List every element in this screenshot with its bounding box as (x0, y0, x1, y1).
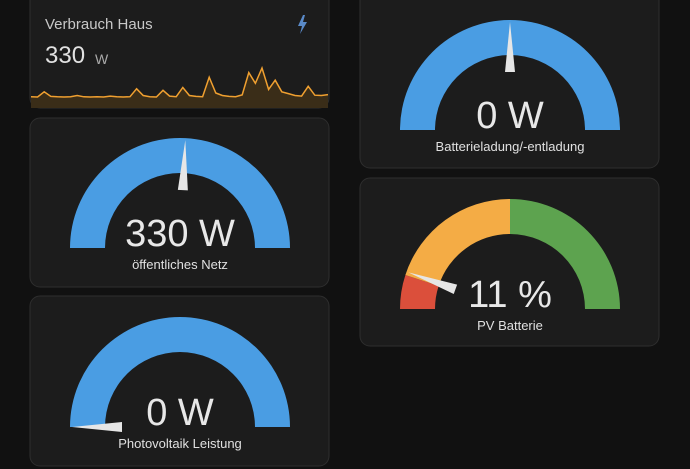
value-unit: W (178, 392, 214, 434)
gauge-value: 0 W (146, 392, 214, 434)
sparkline (30, 65, 329, 98)
gauge-arc (70, 317, 290, 427)
gauge-needle (177, 140, 188, 191)
gauge-arc (70, 138, 290, 248)
lightning-icon (298, 15, 307, 34)
gauge-value: 330 W (125, 213, 235, 255)
value-number: 0 (146, 392, 167, 434)
value-number: 330 (125, 213, 188, 255)
gauge-needle (72, 422, 122, 432)
value-number: 11 (468, 274, 507, 316)
value-unit: W (508, 95, 544, 137)
value-unit: W (199, 213, 235, 255)
gauge-label: PV Batterie (477, 318, 543, 333)
gauge-segment (405, 199, 510, 286)
gauge-label: Photovoltaik Leistung (118, 436, 242, 451)
sensor-unit: W (95, 51, 109, 67)
gauge-arc (400, 20, 620, 130)
gauge-segment (510, 199, 620, 309)
value-unit: % (518, 274, 552, 316)
sensor-value: 330 (45, 42, 85, 69)
gauge-needle (505, 22, 515, 72)
card-title: Verbrauch Haus (45, 16, 153, 33)
gauge-label: Batterieladung/-entladung (436, 139, 585, 154)
gauge-needle (408, 272, 458, 295)
gauge-value: 11 % (468, 274, 552, 316)
value-number: 0 (476, 95, 497, 137)
gauge-value: 0 W (476, 95, 544, 137)
gauge-label: öffentliches Netz (132, 257, 228, 272)
sparkline-fill (31, 68, 328, 108)
gauge-segment (400, 275, 439, 309)
